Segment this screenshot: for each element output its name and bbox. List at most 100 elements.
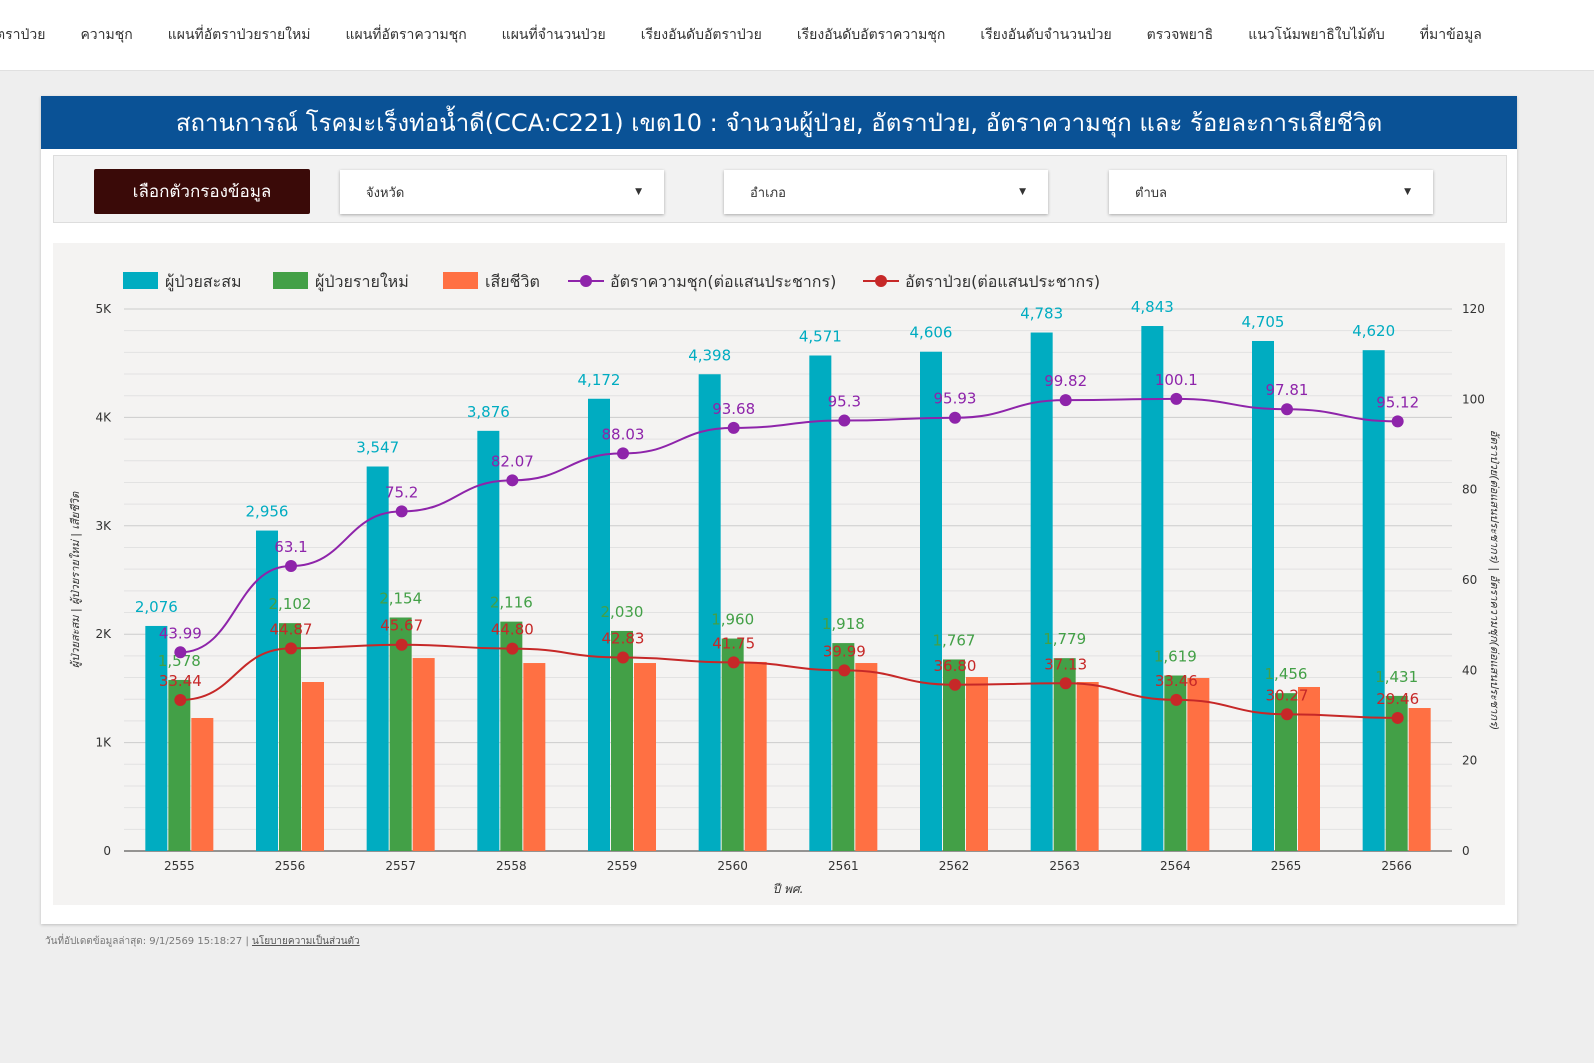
- point-label-incidence: 30.27: [1266, 686, 1309, 704]
- bar-new: [1275, 693, 1297, 851]
- province-label: จังหวัด: [366, 185, 405, 201]
- bar-cumulative: [698, 374, 721, 851]
- point-prevalence: [617, 447, 629, 460]
- bar-cumulative: [1030, 332, 1053, 851]
- point-label-incidence: 33.46: [1155, 672, 1198, 690]
- nav-item[interactable]: เรียงอันดับอัตราความชุก: [796, 27, 946, 43]
- nav-item[interactable]: แนวโน้มพยาธิใบไม้ตับ: [1248, 27, 1385, 43]
- nav-item[interactable]: แผนที่จำนวนป่วย: [501, 27, 606, 43]
- bar-death: [302, 682, 324, 851]
- x-tick-label: 2556: [275, 859, 306, 873]
- bar-new: [1053, 658, 1076, 851]
- legend-label: ผู้ป่วยรายใหม่: [315, 272, 409, 292]
- point-label-incidence: 41.75: [712, 634, 755, 652]
- point-incidence: [1281, 708, 1293, 721]
- point-label-prevalence: 95.93: [934, 390, 977, 408]
- bar-label-new: 1,779: [1043, 630, 1086, 648]
- bar-death: [1076, 682, 1099, 851]
- point-label-prevalence: 88.03: [602, 425, 645, 443]
- x-tick-label: 2562: [939, 859, 970, 873]
- legend-swatch: [443, 272, 478, 289]
- bar-cumulative: [1141, 326, 1164, 851]
- bar-death: [523, 663, 546, 851]
- line-incidence: [180, 643, 1398, 719]
- dropdown-caret-icon: ▼: [1404, 187, 1411, 197]
- y2-tick-label: 80: [1462, 483, 1477, 497]
- nav-item[interactable]: เรียงอันดับจำนวนป่วย: [980, 27, 1112, 43]
- bar-death: [412, 658, 435, 851]
- bar-label-new: 1,767: [933, 631, 976, 649]
- legend-marker: [875, 275, 887, 287]
- x-tick-label: 2560: [717, 859, 748, 873]
- nav-item[interactable]: แผนที่อัตราความชุก: [345, 27, 467, 43]
- bar-label-new: 1,918: [822, 615, 865, 633]
- y-tick-label: 1K: [95, 736, 112, 750]
- point-incidence: [838, 664, 851, 677]
- point-label-incidence: 44.87: [270, 620, 313, 638]
- bar-cumulative: [1252, 340, 1274, 851]
- point-prevalence: [1281, 403, 1293, 416]
- subdistrict-select[interactable]: ตำบล ▼: [1109, 170, 1433, 214]
- bar-label-cumulative: 3,876: [467, 403, 510, 421]
- bar-new: [279, 623, 301, 851]
- legend-label: ผู้ป่วยสะสม: [165, 272, 242, 292]
- nav-item[interactable]: ความชุก: [80, 27, 133, 43]
- nav-item[interactable]: เรียงอันดับอัตราป่วย: [640, 27, 762, 43]
- point-prevalence: [1391, 415, 1404, 428]
- bar-label-cumulative: 4,398: [688, 346, 731, 364]
- point-incidence: [617, 651, 629, 664]
- x-tick-label: 2563: [1049, 859, 1080, 873]
- bar-cumulative: [809, 355, 832, 851]
- legend-label: อัตราป่วย(ต่อแสนประชากร): [905, 272, 1100, 291]
- combo-chart: 0 1K 2K 3K 4K 5K 0 20 40 60 80 100 120 ผู้ป่วยสะสม | …: [69, 272, 1501, 896]
- bar-cumulative: [920, 351, 942, 851]
- bar-cumulative: [477, 430, 500, 851]
- line-prevalence: [180, 397, 1398, 654]
- filter-bar: เลือกตัวกรองข้อมูล จังหวัด ▼ อำเภอ ▼ ตำบล ▼: [53, 155, 1507, 223]
- x-axis-title: ปี พศ.: [773, 882, 804, 896]
- bar-label-new: 2,116: [490, 594, 533, 612]
- bar-label-new: 1,960: [711, 611, 754, 629]
- filter-button[interactable]: เลือกตัวกรองข้อมูล: [94, 169, 310, 214]
- province-select[interactable]: จังหวัด ▼: [340, 170, 664, 214]
- page-title: สถานการณ์ โรคมะเร็งท่อน้ำดี(CCA:C221) เข…: [41, 96, 1517, 149]
- bar-cumulative: [366, 466, 389, 851]
- nav-item[interactable]: ตรวจพยาธิ: [1146, 27, 1214, 43]
- point-incidence: [1170, 693, 1183, 706]
- y2-axis-title: อัตราป่วย(ต่อแสนประชากร) | อัตราความชุก(…: [1488, 430, 1501, 730]
- point-prevalence: [1059, 394, 1072, 407]
- bar-cumulative: [256, 530, 278, 851]
- bar-death: [634, 663, 656, 851]
- x-tick-label: 2566: [1381, 859, 1412, 873]
- point-incidence: [727, 656, 740, 669]
- bar-new: [1385, 695, 1408, 851]
- top-nav: ตราป่วย ความชุก แผนที่อัตราป่วยรายใหม่ แผนท…: [0, 0, 1594, 71]
- point-label-prevalence: 97.81: [1266, 381, 1309, 399]
- point-label-prevalence: 63.1: [274, 538, 307, 556]
- bar-death: [855, 663, 878, 851]
- point-label-incidence: 39.99: [823, 642, 866, 660]
- point-incidence: [949, 678, 961, 691]
- privacy-link[interactable]: นโยบายความเป็นส่วนตัว: [252, 936, 360, 947]
- y2-tick-label: 100: [1462, 392, 1485, 406]
- point-prevalence: [285, 559, 297, 572]
- point-label-prevalence: 95.3: [828, 393, 861, 411]
- nav-item[interactable]: ตราป่วย: [0, 27, 46, 43]
- bar-label-new: 2,102: [269, 595, 312, 613]
- nav-item[interactable]: แผนที่อัตราป่วยรายใหม่: [167, 27, 311, 43]
- nav-item[interactable]: ที่มาข้อมูล: [1419, 27, 1482, 43]
- point-label-prevalence: 100.1: [1155, 371, 1198, 389]
- legend-swatch: [273, 272, 308, 289]
- district-select[interactable]: อำเภอ ▼: [724, 170, 1048, 214]
- legend-label: เสียชีวิต: [485, 272, 540, 291]
- y2-tick-label: 0: [1462, 844, 1470, 858]
- point-label-prevalence: 82.07: [491, 452, 534, 470]
- subdistrict-label: ตำบล: [1135, 185, 1167, 201]
- point-label-incidence: 37.13: [1044, 655, 1087, 673]
- bar-cumulative: [145, 625, 168, 851]
- point-incidence: [1391, 711, 1404, 724]
- x-tick-label: 2565: [1271, 859, 1302, 873]
- point-prevalence: [727, 421, 740, 434]
- point-label-prevalence: 93.68: [712, 400, 755, 418]
- bar-new: [168, 679, 191, 851]
